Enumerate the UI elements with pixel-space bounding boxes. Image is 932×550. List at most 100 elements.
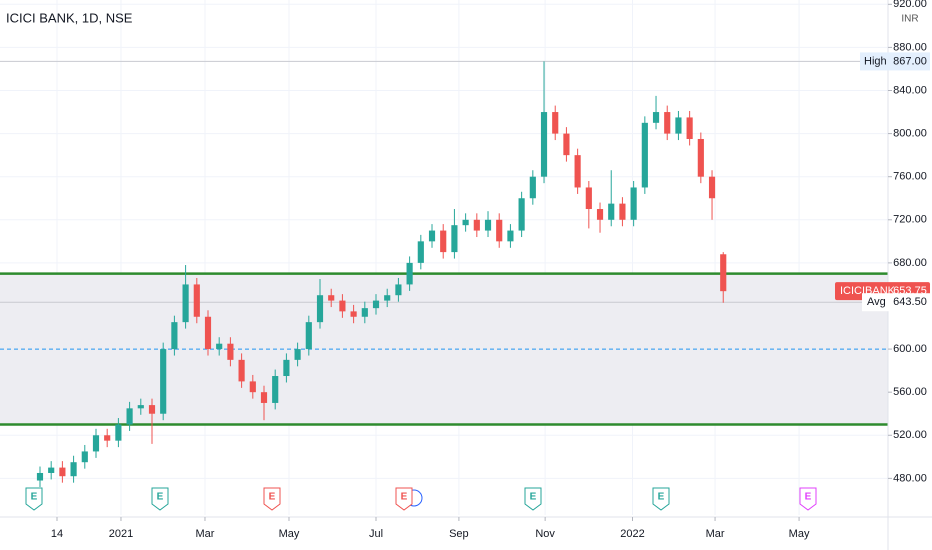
candle-body <box>529 176 536 199</box>
y-tick-label: 800.00 <box>893 128 927 140</box>
candle-body <box>249 381 256 393</box>
currency: INR <box>901 14 918 25</box>
y-tick-label: 680.00 <box>893 257 927 269</box>
y-tick-label: 840.00 <box>893 84 927 96</box>
candle-body <box>596 209 604 220</box>
candle-body <box>417 241 424 263</box>
candle-body <box>686 117 693 139</box>
high-tag-label: High <box>864 55 887 67</box>
high-tag-bg <box>860 52 930 71</box>
candle-body <box>59 467 66 477</box>
candle-body <box>48 467 55 473</box>
candle-body <box>182 284 189 323</box>
candle-body <box>395 284 402 296</box>
avg-tag-value: 643.50 <box>893 296 927 308</box>
candle-body <box>641 122 648 188</box>
candle-body <box>440 230 447 253</box>
x-tick-label: Jul <box>369 528 383 540</box>
candle-body <box>428 230 436 242</box>
candle-body <box>294 349 301 360</box>
candle-body <box>451 225 458 253</box>
x-tick-label: May <box>279 528 300 540</box>
x-tick-label: Sep <box>449 528 469 540</box>
high-tag-value: 867.00 <box>893 55 927 67</box>
candle-body <box>652 112 660 123</box>
candle-body <box>720 254 727 292</box>
y-tick-label: 560.00 <box>893 386 927 398</box>
candle-body <box>339 300 346 312</box>
candle-body <box>92 435 100 452</box>
candle-body <box>585 187 592 210</box>
svg-text:E: E <box>269 492 276 503</box>
svg-text:E: E <box>658 492 665 503</box>
earnings-marker: E <box>652 487 670 511</box>
candle-body <box>350 311 357 317</box>
candle-body <box>462 219 469 226</box>
x-tick-label: Mar <box>706 528 725 540</box>
candle-body <box>316 295 324 323</box>
candle-body <box>70 462 77 477</box>
y-tick-label: 600.00 <box>893 343 927 355</box>
x-tick-label: 14 <box>51 528 63 540</box>
avg-tag-bg <box>862 293 930 312</box>
candle-body <box>36 472 44 481</box>
candle-body <box>507 230 514 242</box>
candle-body <box>496 219 503 242</box>
candle-body <box>563 133 570 156</box>
candle-body <box>675 117 682 134</box>
x-tick-label: 2021 <box>109 528 133 540</box>
candle-body <box>126 408 133 425</box>
candle-body <box>372 300 380 309</box>
candle-body <box>160 349 167 414</box>
candle-body <box>227 343 234 360</box>
candle-body <box>361 308 368 317</box>
y-tick-label: 760.00 <box>893 171 927 183</box>
candle-body <box>137 405 144 409</box>
candle-body <box>216 343 223 350</box>
y-tick-label: 480.00 <box>893 472 927 484</box>
candle-body <box>540 112 548 177</box>
candle-body <box>193 284 200 317</box>
candle-body <box>272 376 279 403</box>
candle-body <box>305 322 312 350</box>
svg-text:E: E <box>805 492 812 503</box>
candle-body <box>518 198 525 231</box>
earnings-marker: E <box>151 487 169 511</box>
earnings-marker: E <box>395 487 413 511</box>
candle-body <box>238 359 245 382</box>
y-tick-label: 520.00 <box>893 429 927 441</box>
y-tick-label: 920.00 <box>893 0 927 10</box>
candle-body <box>171 322 178 350</box>
candle-body <box>664 112 671 134</box>
candle-body <box>484 219 492 231</box>
x-tick-label: May <box>789 528 810 540</box>
candle-body <box>473 219 480 231</box>
candle-body <box>260 392 268 403</box>
candle-body <box>104 435 111 441</box>
candle-body <box>619 203 626 220</box>
candle-body <box>148 405 156 414</box>
candle-body <box>630 187 637 220</box>
earnings-marker: E <box>25 487 43 511</box>
avg-tag-label: Avg <box>867 296 886 308</box>
event-markers: E E E E E E E <box>25 487 817 511</box>
x-tick-label: Mar <box>195 528 214 540</box>
svg-text:E: E <box>157 492 164 503</box>
candle-body <box>81 451 88 463</box>
plot <box>0 0 888 515</box>
candle-body <box>574 155 581 188</box>
x-tick-label: 2022 <box>620 528 644 540</box>
candle-body <box>328 295 335 301</box>
earnings-marker: E <box>524 487 542 511</box>
svg-text:E: E <box>530 492 537 503</box>
chart-title: ICICI BANK, 1D, NSE <box>6 10 133 25</box>
candle-body <box>697 138 704 177</box>
x-tick-label: Nov <box>535 528 555 540</box>
earnings-marker: E <box>799 487 817 511</box>
earnings-marker: E <box>263 487 281 511</box>
y-tick-label: 880.00 <box>893 41 927 53</box>
candle-body <box>552 112 559 134</box>
candle-body <box>406 262 413 285</box>
svg-text:E: E <box>401 492 408 503</box>
